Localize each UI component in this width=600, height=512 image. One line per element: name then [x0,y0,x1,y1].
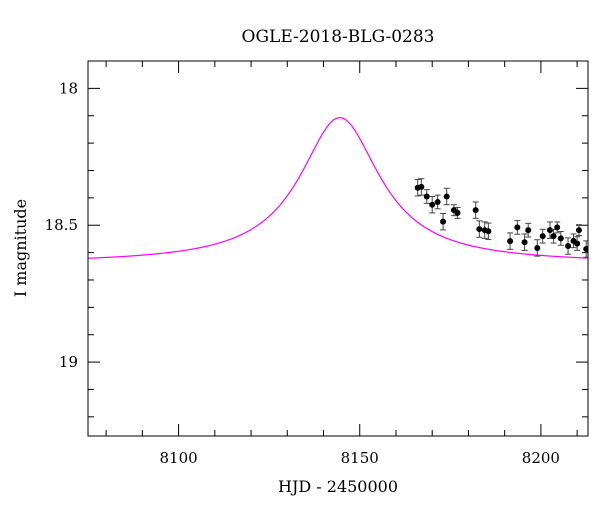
data-point [570,233,577,249]
data-marker [454,209,461,216]
data-marker [539,233,546,240]
data-marker [476,226,483,233]
data-marker [485,228,492,235]
axis-ticks [88,60,588,436]
data-point [539,228,546,244]
data-marker [472,207,479,214]
data-marker [434,198,441,205]
data-marker [546,227,553,234]
data-marker [534,244,541,251]
plot-frame [87,60,589,437]
data-marker [440,218,447,225]
x-tick-label: 8150 [341,449,379,467]
data-marker [423,193,430,200]
data-point [554,221,561,234]
data-marker [554,224,561,231]
data-point [583,240,588,258]
data-point [565,237,572,255]
data-marker [565,243,572,250]
data-point [557,231,564,246]
data-marker [514,224,521,231]
model-curve [88,117,588,259]
data-point [485,222,492,240]
data-point [525,222,532,238]
data-point [534,239,541,257]
data-marker [574,240,581,247]
data-marker [418,183,425,190]
y-tick-label: 18 [59,79,78,97]
data-marker [575,227,582,234]
data-point [574,236,581,251]
data-point [507,232,514,250]
data-point [423,189,430,204]
data-point [472,201,479,219]
data-point [476,220,483,238]
data-point [418,178,425,196]
chart-title: OGLE-2018-BLG-0283 [242,27,435,47]
data-marker [429,201,436,208]
data-point [440,212,447,231]
data-marker [507,238,514,245]
data-point [521,233,528,251]
data-points [414,178,588,258]
data-marker [557,235,564,242]
data-point [454,206,461,219]
y-tick-label: 18.5 [45,216,78,234]
data-marker [550,233,557,240]
x-axis-label: HJD - 2450000 [278,477,398,496]
y-axis-label: I magnitude [11,199,30,297]
data-point [550,228,557,244]
data-point [575,224,582,237]
data-point [434,194,441,210]
y-tick-label: 19 [59,353,78,371]
data-point [429,195,436,214]
data-point [514,220,521,235]
x-tick-label: 8200 [522,449,560,467]
axis-tick-labels: 8100 8150 8200 18 18.5 19 [45,79,560,467]
data-marker [525,227,532,234]
data-point [443,187,450,206]
data-marker [583,246,588,253]
plot-area [88,117,588,259]
data-marker [443,193,450,200]
data-marker [521,239,528,246]
x-tick-label: 8100 [159,449,197,467]
